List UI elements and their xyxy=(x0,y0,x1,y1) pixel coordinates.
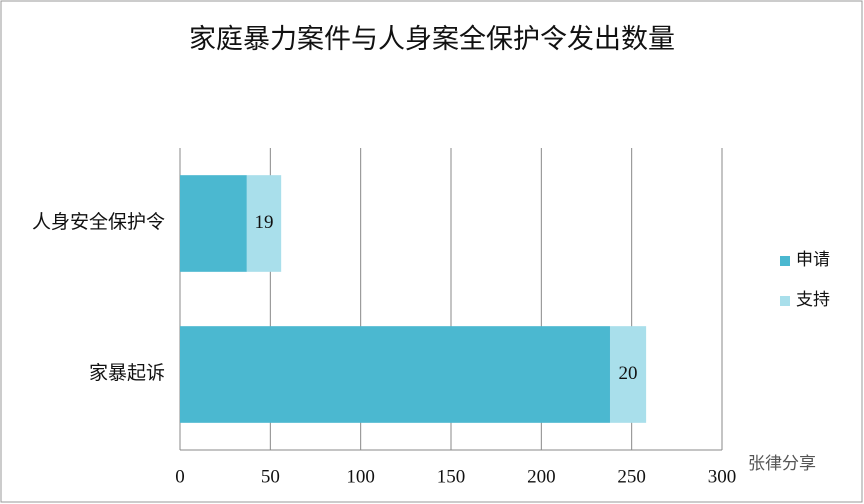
x-tick-label: 50 xyxy=(261,466,280,487)
x-tick-label: 100 xyxy=(346,466,375,487)
data-label: 20 xyxy=(619,363,638,384)
bar-segment xyxy=(609,326,647,423)
chart-title: 家庭暴力案件与人身案全保护令发出数量 xyxy=(189,24,675,54)
y-tick-label: 人身安全保护令 xyxy=(32,211,165,233)
x-tick-label: 150 xyxy=(437,466,466,487)
legend-swatch xyxy=(780,256,790,266)
watermark: 张律分享 xyxy=(748,454,816,473)
bar-segment xyxy=(180,326,610,423)
bar-segment xyxy=(180,175,247,272)
legend-label: 支持 xyxy=(796,290,830,309)
bar-segment xyxy=(246,175,282,272)
x-tick-label: 300 xyxy=(708,466,737,487)
x-tick-label: 250 xyxy=(617,466,646,487)
legend-swatch xyxy=(780,296,790,306)
legend-label: 申请 xyxy=(796,250,830,269)
y-tick-label: 家暴起诉 xyxy=(89,362,165,384)
x-tick-label: 200 xyxy=(527,466,556,487)
data-label: 19 xyxy=(255,212,274,233)
x-tick-label: 0 xyxy=(175,466,185,487)
